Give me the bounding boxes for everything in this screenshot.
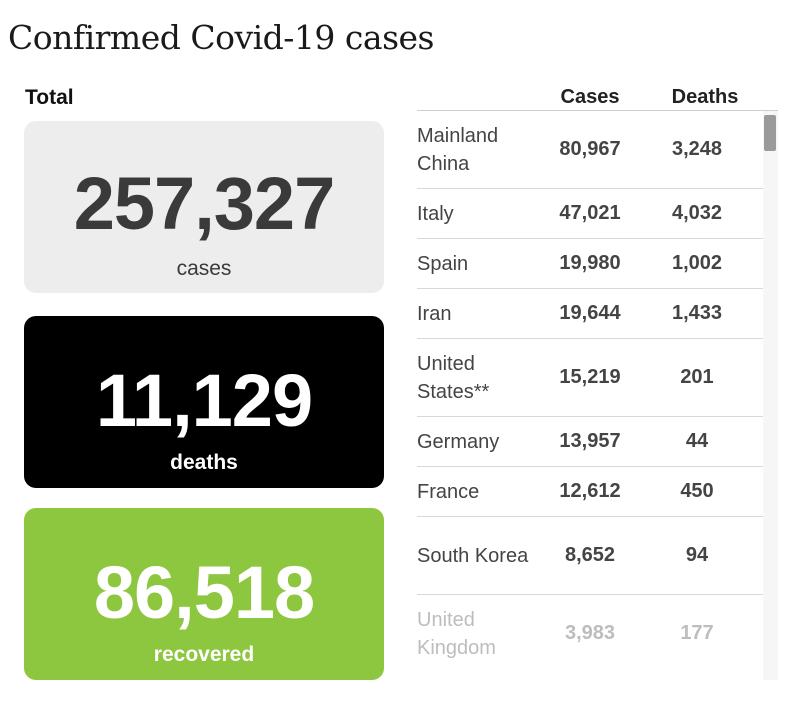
deaths-card: 11,129 deaths — [24, 316, 384, 488]
cases-label: cases — [176, 257, 232, 280]
page-title: Confirmed Covid-19 cases — [8, 18, 434, 57]
country-name: Spain — [417, 252, 469, 275]
deaths-value: 94 — [685, 544, 709, 566]
recovered-label: recovered — [153, 643, 255, 666]
table-row: Iran 19,644 1,433 — [417, 289, 763, 339]
table-row: Mainland China 80,967 3,248 — [417, 111, 763, 189]
cases-count: 257,327 — [73, 162, 336, 245]
cases-value: 3,983 — [564, 622, 616, 644]
country-name: Mainland China — [417, 124, 499, 175]
cases-value: 8,652 — [564, 544, 616, 566]
country-name: Iran — [417, 302, 452, 325]
country-name: France — [417, 480, 480, 503]
cases-card: 257,327 cases — [24, 121, 384, 293]
deaths-value: 1,002 — [671, 252, 723, 274]
recovered-count: 86,518 — [93, 551, 315, 634]
deaths-count: 11,129 — [95, 359, 313, 442]
table-scrollbar[interactable] — [763, 111, 778, 680]
country-name: United States** — [417, 352, 490, 403]
country-name: United Kingdom — [417, 608, 496, 659]
deaths-value: 201 — [680, 366, 714, 388]
table-row: United Kingdom 3,983 177 — [417, 595, 763, 672]
cases-value: 12,612 — [559, 480, 621, 502]
deaths-value: 177 — [680, 622, 714, 644]
table-row: France 12,612 450 — [417, 467, 763, 517]
header-cases: Cases — [560, 86, 620, 108]
country-table: Cases Deaths Mainland China 80,967 3,248… — [417, 80, 778, 680]
deaths-value: 4,032 — [671, 202, 723, 224]
table-row: South Korea 8,652 94 — [417, 517, 763, 595]
deaths-value: 44 — [685, 430, 709, 452]
deaths-value: 1,433 — [671, 302, 723, 324]
table-row: United States** 15,219 201 — [417, 339, 763, 417]
total-label: Total — [25, 86, 74, 109]
deaths-value: 3,248 — [671, 138, 723, 160]
deaths-label: deaths — [170, 451, 238, 474]
country-name: Germany — [417, 430, 500, 453]
table-row: Italy 47,021 4,032 — [417, 189, 763, 239]
country-name: Italy — [417, 202, 454, 225]
cases-value: 13,957 — [559, 430, 621, 452]
table-row: Germany 13,957 44 — [417, 417, 763, 467]
recovered-card: 86,518 recovered — [24, 508, 384, 680]
table-row: Spain 19,980 1,002 — [417, 239, 763, 289]
cases-value: 19,644 — [559, 302, 621, 324]
table-header: Cases Deaths — [417, 80, 778, 111]
cases-value: 19,980 — [559, 252, 621, 274]
table-body[interactable]: Mainland China 80,967 3,248 Italy 47,021… — [417, 111, 763, 680]
country-name: South Korea — [417, 544, 529, 567]
scrollbar-thumb[interactable] — [764, 115, 776, 151]
deaths-value: 450 — [680, 480, 714, 502]
cases-value: 15,219 — [559, 366, 621, 388]
cases-value: 80,967 — [559, 138, 621, 160]
header-deaths: Deaths — [671, 86, 739, 108]
cases-value: 47,021 — [559, 202, 621, 224]
